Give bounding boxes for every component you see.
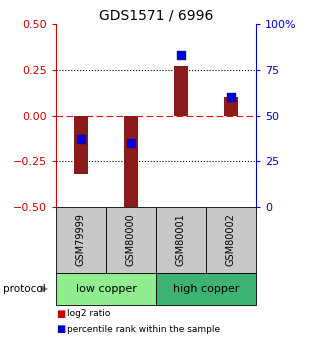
Text: ■: ■ bbox=[56, 309, 65, 319]
Text: GSM80000: GSM80000 bbox=[126, 214, 136, 266]
Text: percentile rank within the sample: percentile rank within the sample bbox=[67, 325, 220, 334]
Bar bbox=[74, 116, 88, 174]
Point bbox=[128, 140, 133, 146]
Bar bbox=[174, 66, 188, 116]
Text: GSM80002: GSM80002 bbox=[226, 213, 236, 266]
Point bbox=[179, 52, 184, 58]
Bar bbox=[124, 116, 138, 207]
Point bbox=[228, 95, 234, 100]
Text: GSM79999: GSM79999 bbox=[76, 213, 86, 266]
Text: GSM80001: GSM80001 bbox=[176, 214, 186, 266]
Point bbox=[78, 137, 84, 142]
Text: high copper: high copper bbox=[173, 284, 239, 294]
Text: protocol: protocol bbox=[3, 284, 46, 294]
Bar bbox=[224, 97, 238, 116]
Text: ■: ■ bbox=[56, 325, 65, 334]
Title: GDS1571 / 6996: GDS1571 / 6996 bbox=[99, 9, 213, 23]
Text: log2 ratio: log2 ratio bbox=[67, 309, 111, 318]
Text: low copper: low copper bbox=[76, 284, 136, 294]
